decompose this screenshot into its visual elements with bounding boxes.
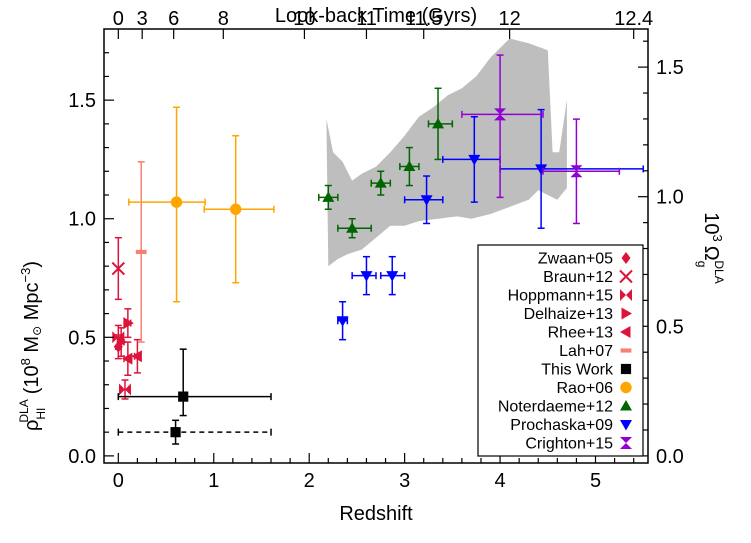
data-point xyxy=(420,195,433,206)
data-point xyxy=(535,164,548,175)
legend-label-delhaize-13: Delhaize+13 xyxy=(524,306,614,323)
top-tick-label: 12 xyxy=(498,8,520,30)
data-point xyxy=(118,383,131,396)
data-point xyxy=(123,317,134,330)
legend-marker-zwaan-05 xyxy=(621,252,631,264)
top-tick-label: 12.4 xyxy=(614,8,653,30)
x-tick-label: 2 xyxy=(304,470,315,492)
legend-label-noterdaeme-12: Noterdaeme+12 xyxy=(498,399,613,416)
axis-layer: 0 1 2 3 4 50.00.51.01.50.00.51.01.50 3 6 8 10 11 11… xyxy=(68,8,684,492)
legend-marker-rhee-13 xyxy=(620,326,631,338)
right-y-tick-label: 1.0 xyxy=(656,187,684,209)
legend-marker-noterdaeme-12 xyxy=(620,400,632,411)
shaded-band-layer xyxy=(326,38,567,267)
data-point xyxy=(131,350,142,363)
series-noterdaeme-12 xyxy=(317,87,454,239)
data-point xyxy=(374,177,387,188)
series-this-work xyxy=(117,348,272,445)
series-prochaska-09 xyxy=(336,108,644,341)
legend-label-zwaan-05: Zwaan+05 xyxy=(538,251,613,268)
data-point xyxy=(322,191,335,202)
top-tick-label: 0 xyxy=(113,8,124,30)
data-point xyxy=(494,108,507,121)
legend-marker-rao-06 xyxy=(620,381,632,394)
data-point xyxy=(111,261,126,276)
top-tick-label: 8 xyxy=(218,8,229,30)
y-tick-label: 0.0 xyxy=(68,446,96,468)
data-point xyxy=(170,427,181,438)
legend-marker-braun-12 xyxy=(619,269,633,284)
right-y-tick-label: 0.0 xyxy=(656,446,684,468)
series-layer xyxy=(111,54,644,445)
right-y-tick-label: 1.5 xyxy=(656,57,684,79)
y-axis-title: ρHIDLA(108 M⊙ Mpc−3) xyxy=(17,261,48,431)
x-tick-label: 3 xyxy=(399,470,410,492)
legend-box xyxy=(477,244,644,457)
y-tick-label: 1.5 xyxy=(68,90,96,112)
legend-marker-hoppmann-15 xyxy=(620,289,632,301)
plot-frame xyxy=(103,28,649,464)
legend-marker-lah-07 xyxy=(620,348,632,353)
data-point xyxy=(178,391,189,402)
data-point xyxy=(121,352,133,365)
data-point xyxy=(360,271,373,282)
legend-label-lah-07: Lah+07 xyxy=(559,343,613,360)
data-point xyxy=(403,160,416,172)
data-point xyxy=(336,316,349,327)
top-tick-label: 6 xyxy=(168,8,179,30)
data-point xyxy=(116,336,128,349)
x-tick-label: 1 xyxy=(208,470,219,492)
top-tick-label: 11.5 xyxy=(405,8,442,30)
legend-label-rhee-13: Rhee+13 xyxy=(548,325,613,342)
legend-label-braun-12: Braun+12 xyxy=(543,269,613,286)
series-crighton-15 xyxy=(461,54,621,225)
series-rhee-13 xyxy=(121,338,142,377)
right-y-axis-title: 103Ωg DLA xyxy=(695,212,726,283)
top-axis-title: Look-back Time (Gyrs) xyxy=(275,5,477,27)
series-rao-06 xyxy=(128,106,275,303)
crighton-shaded-band xyxy=(326,38,567,267)
data-point xyxy=(346,222,359,233)
legend-label-crighton-15: Crighton+15 xyxy=(525,436,613,453)
x-tick-label: 0 xyxy=(113,470,124,492)
legend-label-prochaska-09: Prochaska+09 xyxy=(510,417,613,434)
legend-marker-delhaize-13 xyxy=(621,307,632,320)
y-tick-label: 1.0 xyxy=(68,209,96,231)
y-tick-label: 0.5 xyxy=(68,327,96,349)
x-axis-title: Redshift xyxy=(339,503,413,525)
top-tick-label: 3 xyxy=(137,8,148,30)
top-tick-label: 10 xyxy=(293,8,315,30)
data-point xyxy=(432,117,445,129)
legend-marker-crighton-15 xyxy=(620,437,632,449)
x-tick-label: 5 xyxy=(590,470,601,492)
legend-marker-prochaska-09 xyxy=(620,420,632,431)
series-braun-12 xyxy=(111,236,126,301)
right-y-tick-label: 0.5 xyxy=(656,316,684,338)
data-point xyxy=(570,165,583,178)
legend-label-this-work: This Work xyxy=(541,362,614,379)
data-point xyxy=(386,271,399,282)
data-point xyxy=(230,203,242,215)
x-tick-label: 4 xyxy=(495,470,506,492)
series-lah-07 xyxy=(135,161,147,343)
data-point xyxy=(135,249,147,255)
top-tick-label: 11 xyxy=(356,8,377,30)
data-point xyxy=(170,196,183,208)
legend-label-rao-06: Rao+06 xyxy=(557,380,614,397)
legend-marker-this-work xyxy=(620,363,632,375)
series-delhaize-13 xyxy=(116,308,134,358)
data-point xyxy=(468,154,481,166)
legend-label-hoppmann-15: Hoppmann+15 xyxy=(508,288,614,305)
